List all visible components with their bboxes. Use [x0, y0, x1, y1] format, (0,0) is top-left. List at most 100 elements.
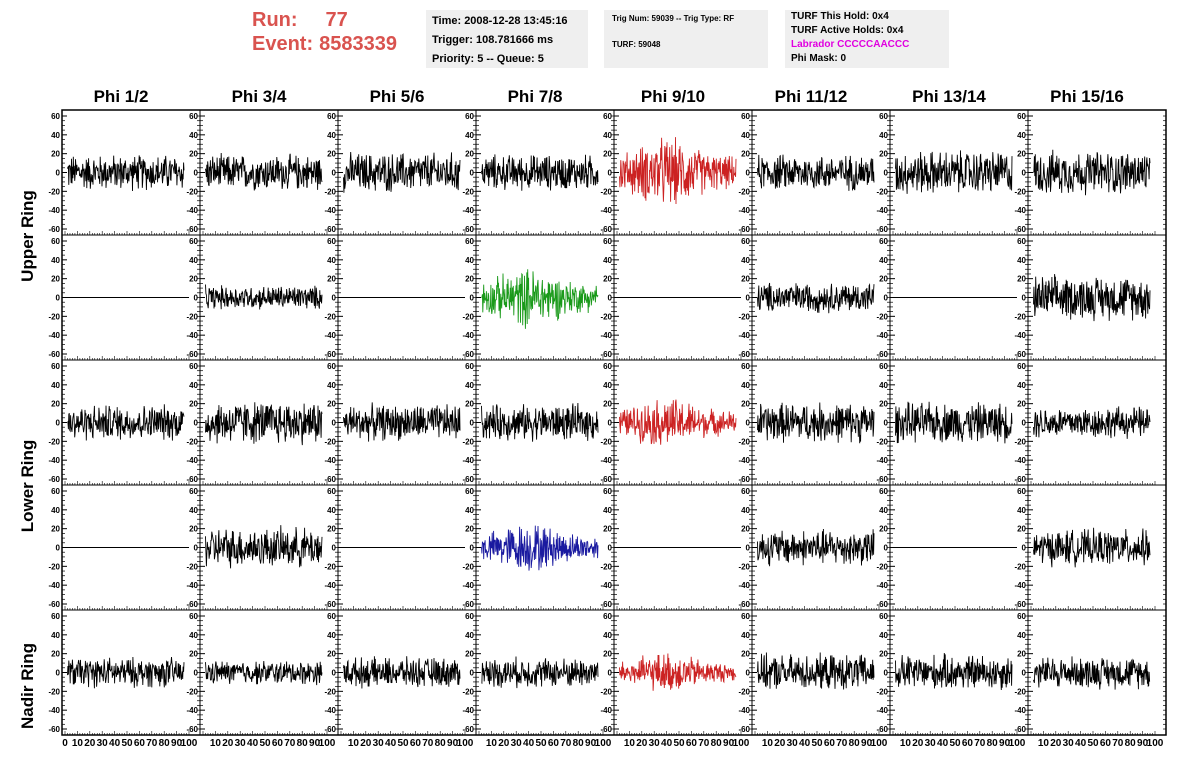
y-tick-label: 40	[51, 256, 60, 265]
y-tick-label: -60	[186, 225, 198, 234]
y-tick-label: -40	[324, 581, 336, 590]
waveform-trace	[343, 151, 461, 193]
x-tick-label: 20	[360, 738, 372, 749]
y-tick-label: 20	[741, 275, 750, 284]
y-tick-label: -20	[876, 312, 888, 321]
y-tick-label: 40	[327, 506, 336, 515]
y-tick-label: -20	[48, 312, 60, 321]
y-tick-label: 40	[879, 256, 888, 265]
x-tick-label: 80	[849, 738, 861, 749]
x-tick-label: 40	[937, 738, 949, 749]
x-tick-label: 60	[962, 738, 974, 749]
y-tick-label: -40	[48, 706, 60, 715]
y-tick-label: 60	[741, 237, 750, 246]
y-tick-label: 0	[470, 419, 475, 428]
y-tick-label: 40	[1017, 131, 1026, 140]
y-tick-label: 20	[1017, 400, 1026, 409]
y-tick-label: 40	[327, 381, 336, 390]
y-tick-label: -20	[186, 687, 198, 696]
panel-r0-c4: 60 40 20 0 -20 -40 -60	[600, 112, 752, 235]
y-tick-label: -20	[324, 187, 336, 196]
column-label: Phi 5/6	[369, 87, 425, 106]
waveform-trace	[1033, 274, 1151, 322]
y-tick-label: 40	[189, 381, 198, 390]
y-tick-label: 20	[189, 400, 198, 409]
y-tick-label: -60	[462, 225, 474, 234]
y-tick-label: 20	[51, 650, 60, 659]
y-tick-label: -40	[48, 456, 60, 465]
priority-text: Priority: 5 -- Queue: 5	[432, 53, 544, 65]
panel-r4-c6: 60 40 20 0 -20 -40 -60	[876, 612, 1028, 735]
y-tick-label: 20	[189, 150, 198, 159]
turf-active-holds-text: TURF Active Holds: 0x4	[791, 25, 904, 36]
y-tick-label: 60	[603, 362, 612, 371]
x-tick-label: 70	[146, 738, 158, 749]
y-tick-label: 60	[741, 612, 750, 621]
column-label: Phi 15/16	[1050, 87, 1124, 106]
y-tick-label: 0	[470, 669, 475, 678]
y-tick-label: -40	[600, 456, 612, 465]
y-tick-label: -40	[738, 331, 750, 340]
panel-r1-c6: 60 40 20 0 -20 -40 -60	[876, 237, 1028, 360]
y-tick-label: 60	[51, 487, 60, 496]
x-tick-label: 60	[548, 738, 560, 749]
y-tick-label: -20	[462, 687, 474, 696]
x-tick-label: 50	[259, 738, 271, 749]
x-tick-label: 10	[624, 738, 636, 749]
x-tick-label: 50	[1087, 738, 1099, 749]
y-tick-label: 0	[608, 294, 613, 303]
y-tick-label: 20	[327, 150, 336, 159]
y-tick-label: 0	[194, 419, 199, 428]
panel-r4-c1: 60 40 20 0 -20 -40 -60	[186, 612, 338, 735]
y-tick-label: -60	[48, 475, 60, 484]
y-tick-label: 20	[741, 400, 750, 409]
y-tick-label: 60	[465, 612, 474, 621]
x-tick-label: 50	[673, 738, 685, 749]
panel-r2-c1: 60 40 20 0 -20 -40 -60	[186, 362, 338, 485]
waveform-trace	[343, 402, 461, 442]
y-tick-label: 60	[741, 362, 750, 371]
y-tick-label: 20	[879, 400, 888, 409]
x-tick-label: 80	[711, 738, 723, 749]
y-tick-label: 40	[327, 256, 336, 265]
y-tick-label: 40	[879, 131, 888, 140]
panel-r3-c2: 60 40 20 0 -20 -40 -60	[324, 487, 476, 610]
panel-r3-c7: 60 40 20 0 -20 -40 -60	[1014, 487, 1166, 610]
y-tick-label: -20	[186, 562, 198, 571]
y-tick-label: -20	[738, 312, 750, 321]
y-tick-label: -40	[876, 206, 888, 215]
y-tick-label: -40	[600, 706, 612, 715]
y-tick-label: -60	[48, 225, 60, 234]
y-tick-label: -40	[738, 706, 750, 715]
y-tick-label: -60	[462, 600, 474, 609]
x-tick-label: 100	[1009, 738, 1026, 749]
x-tick-label: 20	[774, 738, 786, 749]
y-tick-label: 20	[879, 650, 888, 659]
x-tick-label: 50	[811, 738, 823, 749]
y-tick-label: -20	[876, 687, 888, 696]
y-tick-label: 20	[51, 275, 60, 284]
y-tick-label: 40	[51, 631, 60, 640]
x-tick-label: 40	[385, 738, 397, 749]
y-tick-label: 0	[608, 544, 613, 553]
y-tick-label: 40	[741, 256, 750, 265]
y-tick-label: -20	[1014, 562, 1026, 571]
y-tick-label: 60	[327, 237, 336, 246]
y-tick-label: 60	[189, 612, 198, 621]
y-tick-label: 60	[465, 487, 474, 496]
x-tick-label: 30	[787, 738, 799, 749]
y-tick-label: 60	[51, 237, 60, 246]
y-tick-label: -20	[876, 187, 888, 196]
y-tick-label: -40	[48, 331, 60, 340]
panel-r1-c7: 60 40 20 0 -20 -40 -60	[1014, 237, 1166, 360]
y-tick-label: -20	[600, 312, 612, 321]
y-tick-label: 20	[741, 150, 750, 159]
y-tick-label: 0	[194, 294, 199, 303]
panel-r3-c6: 60 40 20 0 -20 -40 -60	[876, 487, 1028, 610]
y-tick-label: -60	[600, 225, 612, 234]
y-tick-label: 20	[603, 275, 612, 284]
column-label: Phi 7/8	[507, 87, 563, 106]
panel-r3-c0: 60 40 20 0 -20 -40 -60	[48, 487, 200, 610]
y-tick-label: 60	[51, 362, 60, 371]
y-tick-label: 20	[465, 525, 474, 534]
